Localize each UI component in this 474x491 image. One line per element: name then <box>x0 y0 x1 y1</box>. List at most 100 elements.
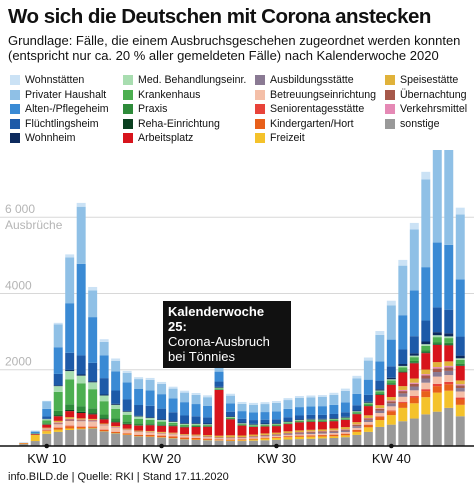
bar-segment <box>421 397 431 415</box>
bar-segment <box>271 402 281 412</box>
bar-segment <box>421 344 431 346</box>
bar-segment <box>363 406 373 416</box>
legend-swatch <box>123 75 133 85</box>
bar-segment <box>260 402 270 405</box>
legend-label: Med. Behandlungseinr. <box>138 74 247 86</box>
bar-segment <box>226 440 235 442</box>
bar-segment <box>294 407 304 416</box>
bar-segment <box>455 416 465 446</box>
bar-segment <box>191 426 201 435</box>
source-footer: info.BILD.de | Quelle: RKI | Stand 17.11… <box>8 471 229 483</box>
bar-segment <box>409 378 419 383</box>
bar-segment <box>203 397 213 406</box>
bar-segment <box>306 433 316 436</box>
bar-segment <box>134 436 144 446</box>
bar-segment <box>53 373 63 386</box>
bar-segment <box>237 423 247 425</box>
bar-segment <box>283 421 293 422</box>
bar-segment <box>444 244 454 310</box>
bar-segment <box>306 419 316 421</box>
bar-segment <box>260 433 270 435</box>
bar-segment <box>340 388 350 391</box>
bar-segment <box>237 424 247 426</box>
bar-segment <box>386 410 396 412</box>
bar-segment <box>444 338 454 343</box>
bar-segment <box>455 365 465 366</box>
bar-segment <box>145 417 155 418</box>
bar-segment <box>99 339 109 342</box>
bar-segment <box>352 375 362 379</box>
x-tick-dot <box>389 443 394 449</box>
x-tick-dot <box>274 443 279 449</box>
bar-segment <box>260 423 270 425</box>
bar-segment <box>375 420 385 427</box>
bar-segment <box>99 355 109 379</box>
bar-segment <box>53 423 63 424</box>
bar-segment <box>352 431 362 435</box>
bar-segment <box>386 300 396 306</box>
bar-segment <box>421 320 431 342</box>
legend-label: Wohnheim <box>25 132 76 144</box>
bar-segment <box>386 401 396 404</box>
bar-segment <box>122 414 132 422</box>
bar-segment <box>180 426 190 427</box>
bar-segment <box>409 290 419 337</box>
bar-segment <box>249 438 258 440</box>
bar-segment <box>421 382 431 390</box>
annotation-pointer <box>225 349 235 356</box>
bar-segment <box>294 420 304 422</box>
bar-segment <box>352 393 362 406</box>
bar-segment <box>352 434 362 446</box>
bar-segment <box>226 417 235 418</box>
bar-segment <box>386 403 396 407</box>
bar-segment <box>317 436 327 439</box>
bar-segment <box>76 429 86 446</box>
bar-segment <box>122 434 132 446</box>
bar-segment <box>340 437 350 446</box>
bar-segment <box>363 418 373 420</box>
bar-segment <box>157 383 167 395</box>
bar-segment <box>76 355 86 375</box>
bar-segment <box>455 397 465 400</box>
bar-segment <box>363 417 373 419</box>
bar-segment <box>191 394 201 405</box>
bar-segment <box>180 434 190 436</box>
bar-segment <box>65 417 75 419</box>
bar-segment <box>249 402 258 405</box>
bar-segment <box>76 411 86 414</box>
bar-segment <box>191 423 201 425</box>
bar-segment <box>409 336 419 354</box>
bar-segment <box>157 408 167 420</box>
bar-segment <box>455 358 465 360</box>
bar-segment <box>409 418 419 446</box>
bar-segment <box>386 339 396 367</box>
bar-segment <box>283 421 293 423</box>
bar-segment <box>455 388 465 392</box>
bar-segment <box>145 377 155 380</box>
bar-segment <box>226 417 235 419</box>
bar-segment <box>99 394 109 396</box>
bar-segment <box>329 404 339 414</box>
bar-segment <box>375 334 385 362</box>
bar-segment <box>306 397 316 407</box>
bar-segment <box>444 370 454 376</box>
bar-segment <box>260 425 270 427</box>
bar-segment <box>134 405 144 416</box>
bar-segment <box>329 418 339 419</box>
bar-segment <box>168 432 178 434</box>
bar-segment <box>30 434 40 442</box>
bar-segment <box>122 423 132 425</box>
bar-segment <box>157 435 167 438</box>
bar-segment <box>249 426 258 435</box>
bar-segment <box>283 436 293 438</box>
bar-segment <box>375 416 385 418</box>
bar-segment <box>65 426 75 429</box>
bar-segment <box>340 430 350 433</box>
bar-segment <box>329 394 339 405</box>
bar-segment <box>168 421 178 422</box>
bar-segment <box>42 429 52 431</box>
bar-segment <box>455 363 465 366</box>
bar-segment <box>421 179 431 268</box>
legend-swatch <box>10 104 20 114</box>
bar-segment <box>340 390 350 403</box>
